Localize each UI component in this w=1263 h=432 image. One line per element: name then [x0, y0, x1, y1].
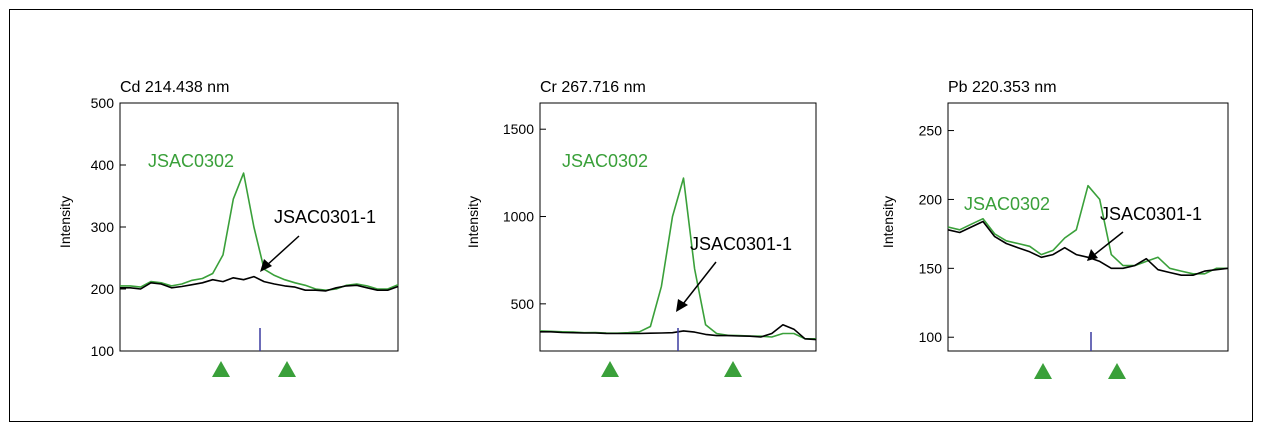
figure-frame: [9, 9, 1253, 422]
window-marker-left-icon: [601, 361, 619, 377]
y-tick-label: 250: [919, 123, 943, 139]
y-tick-label: 300: [91, 219, 115, 235]
y-axis-label: Intensity: [465, 196, 481, 248]
arrowhead-icon: [676, 299, 688, 312]
panel-title: Cr 267.716 nm: [540, 79, 646, 96]
y-tick-label: 200: [91, 281, 115, 297]
annotation-arrow-line: [1093, 231, 1124, 256]
series-line-jsac0301-1: [120, 275, 399, 292]
y-tick-label: 1000: [503, 209, 534, 225]
window-marker-left-icon: [1034, 363, 1052, 379]
series-label-jsac0302: JSAC0302: [964, 194, 1050, 214]
plot-area: [539, 102, 817, 352]
window-marker-right-icon: [1108, 363, 1126, 379]
panel-title: Pb 220.353 nm: [948, 79, 1057, 96]
annotation-arrow-line: [682, 261, 717, 305]
window-marker-right-icon: [724, 361, 742, 377]
series-label-jsac0301-1: JSAC0301-1: [274, 207, 376, 227]
y-tick-label: 500: [511, 296, 535, 312]
plot-area: [119, 102, 399, 352]
window-marker-left-icon: [212, 361, 230, 377]
y-axis-label: Intensity: [57, 196, 73, 248]
y-tick-label: 1500: [503, 121, 534, 137]
series-label-jsac0302: JSAC0302: [148, 151, 234, 171]
window-marker-right-icon: [278, 361, 296, 377]
panel-pb: Pb 220.353 nm Intensity 100 150 200 250 JSA…: [880, 79, 1229, 379]
series-label-jsac0301-1: JSAC0301-1: [690, 234, 792, 254]
arrowhead-icon: [260, 259, 272, 272]
y-tick-label: 400: [91, 157, 115, 173]
y-tick-label: 100: [91, 343, 115, 359]
annotation-arrow-line: [265, 235, 300, 267]
panel-cr: Cr 267.716 nm Intensity 500 1000 1500 JSAC…: [465, 79, 817, 377]
series-line-jsac0302: [539, 177, 816, 340]
y-tick-label: 100: [919, 329, 943, 345]
y-axis-label: Intensity: [880, 196, 896, 248]
y-tick-label: 150: [919, 260, 943, 276]
panel-title: Cd 214.438 nm: [120, 79, 229, 96]
arrowhead-icon: [1087, 249, 1098, 261]
series-line-jsac0302: [947, 184, 1228, 275]
series-line-jsac0301-1: [947, 220, 1229, 277]
series-label-jsac0301-1: JSAC0301-1: [1100, 204, 1202, 224]
y-tick-label: 200: [919, 191, 943, 207]
panel-cd: Cd 214.438 nm Intensity 100200300400500 …: [57, 79, 399, 377]
series-line-jsac0302: [120, 172, 399, 292]
y-tick-label: 500: [91, 95, 115, 111]
series-label-jsac0302: JSAC0302: [562, 151, 648, 171]
